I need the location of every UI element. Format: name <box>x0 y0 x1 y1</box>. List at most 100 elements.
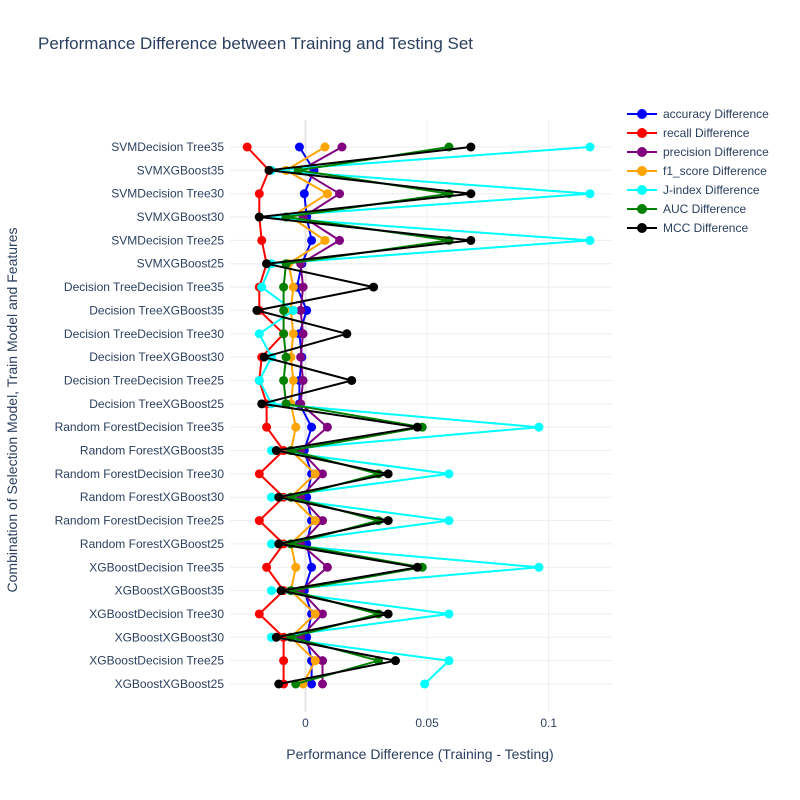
data-point <box>383 469 393 479</box>
data-point <box>254 212 264 222</box>
x-tick-label: 0 <box>302 716 309 730</box>
legend-swatch-icon <box>627 108 657 120</box>
legend-label: accuracy Difference <box>663 106 769 121</box>
data-point <box>254 189 264 199</box>
data-point <box>276 586 286 596</box>
data-point <box>254 329 264 339</box>
data-point <box>279 656 289 666</box>
legend-item[interactable]: accuracy Difference <box>627 104 769 123</box>
y-tick-label: Random ForestXGBoost25 <box>80 537 224 551</box>
y-tick-label: Decision TreeDecision Tree30 <box>64 327 224 341</box>
data-point <box>337 142 347 152</box>
data-point <box>534 422 544 432</box>
data-point <box>257 282 267 292</box>
data-point <box>585 142 595 152</box>
series-line <box>246 146 285 684</box>
data-point <box>298 282 308 292</box>
y-tick-label: Decision TreeDecision Tree25 <box>64 373 224 387</box>
data-point <box>335 189 345 199</box>
data-point <box>279 375 289 385</box>
data-point <box>412 562 422 572</box>
y-tick-label: Random ForestDecision Tree35 <box>55 420 225 434</box>
data-point <box>444 469 454 479</box>
legend-swatch-icon <box>627 127 657 139</box>
data-point <box>318 609 328 619</box>
data-point <box>310 469 320 479</box>
data-point <box>318 516 328 526</box>
data-point <box>383 516 393 526</box>
data-point <box>279 305 289 315</box>
data-point <box>288 329 298 339</box>
data-point <box>266 586 276 596</box>
legend-item[interactable]: J-index Difference <box>627 180 769 199</box>
data-point <box>252 305 262 315</box>
legend-label: MCC Difference <box>663 220 749 235</box>
data-point <box>534 562 544 572</box>
data-point <box>310 609 320 619</box>
x-tick-label: 0.1 <box>540 716 557 730</box>
data-point <box>288 282 298 292</box>
y-tick-label: Random ForestDecision Tree25 <box>55 514 225 528</box>
data-point <box>296 352 306 362</box>
legend-label: AUC Difference <box>663 201 747 216</box>
data-point <box>307 235 317 245</box>
data-point <box>322 422 332 432</box>
y-tick-label: XGBoostXGBoost30 <box>115 630 225 644</box>
legend-label: J-index Difference <box>663 182 760 197</box>
y-tick-label: SVMXGBoost30 <box>137 210 225 224</box>
y-tick-label: SVMDecision Tree35 <box>111 140 224 154</box>
data-point <box>254 609 264 619</box>
legend-label: precision Difference <box>663 144 769 159</box>
chart-title: Performance Difference between Training … <box>38 34 474 53</box>
data-point <box>264 165 274 175</box>
y-tick-label: XGBoostDecision Tree35 <box>89 560 224 574</box>
data-point <box>291 562 301 572</box>
data-point <box>335 235 345 245</box>
data-point <box>390 656 400 666</box>
data-point <box>466 235 476 245</box>
y-tick-labels: SVMDecision Tree35 SVMXGBoost35 SVMDecisio… <box>55 140 225 691</box>
legend-item[interactable]: recall Difference <box>627 123 769 142</box>
x-tick-label: 0.05 <box>415 716 439 730</box>
data-point <box>274 539 284 549</box>
data-point <box>288 305 298 315</box>
legend-item[interactable]: MCC Difference <box>627 218 769 237</box>
data-point <box>281 352 291 362</box>
data-point <box>420 679 430 689</box>
x-axis-label: Performance Difference (Training - Testi… <box>286 746 554 762</box>
data-point <box>259 352 269 362</box>
y-tick-label: SVMDecision Tree30 <box>111 187 224 201</box>
legend-item[interactable]: precision Difference <box>627 142 769 161</box>
data-point <box>298 375 308 385</box>
series-line <box>282 146 450 685</box>
data-point <box>383 609 393 619</box>
y-tick-label: Random ForestXGBoost30 <box>80 490 224 504</box>
data-point <box>274 492 284 502</box>
data-point <box>271 632 281 642</box>
data-point <box>444 609 454 619</box>
legend-item[interactable]: AUC Difference <box>627 199 769 218</box>
series-layer <box>242 142 595 689</box>
data-point <box>257 235 267 245</box>
data-point <box>254 375 264 385</box>
x-tick-labels: 0 0.05 0.1 <box>302 716 557 730</box>
data-point <box>257 399 267 409</box>
y-tick-label: Decision TreeXGBoost25 <box>89 397 224 411</box>
data-point <box>291 422 301 432</box>
data-point <box>318 469 328 479</box>
y-tick-label: SVMDecision Tree25 <box>111 233 224 247</box>
series-mcc-difference <box>252 142 476 689</box>
data-point <box>310 516 320 526</box>
data-point <box>310 656 320 666</box>
legend-item[interactable]: f1_score Difference <box>627 161 769 180</box>
y-tick-label: XGBoostDecision Tree30 <box>89 607 224 621</box>
data-point <box>444 516 454 526</box>
data-point <box>296 305 306 315</box>
data-point <box>320 142 330 152</box>
data-point <box>279 329 289 339</box>
data-point <box>347 375 357 385</box>
data-point <box>262 259 272 269</box>
data-point <box>307 422 317 432</box>
data-point <box>466 189 476 199</box>
